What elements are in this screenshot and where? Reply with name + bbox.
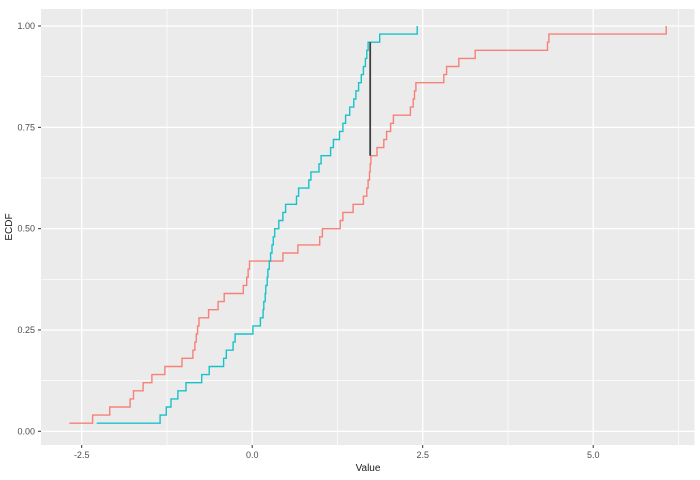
x-tick-label: 2.5	[416, 450, 429, 460]
y-tick-label: 0.75	[17, 122, 35, 132]
y-tick-label: 1.00	[17, 21, 35, 31]
x-tick-label: -2.5	[74, 450, 90, 460]
y-tick-label: 0.25	[17, 325, 35, 335]
x-tick-label: 0.0	[246, 450, 259, 460]
ecdf-curve-sample-cyan	[96, 26, 418, 424]
y-tick-label: 0.50	[17, 224, 35, 234]
y-tick-label: 0.00	[17, 426, 35, 436]
plot-panel	[41, 9, 695, 445]
ecdf-curve-sample-red	[69, 26, 667, 424]
x-axis-title: Value	[356, 463, 381, 474]
x-tick-label: 5.0	[587, 450, 600, 460]
y-axis-title: ECDF	[4, 213, 15, 240]
